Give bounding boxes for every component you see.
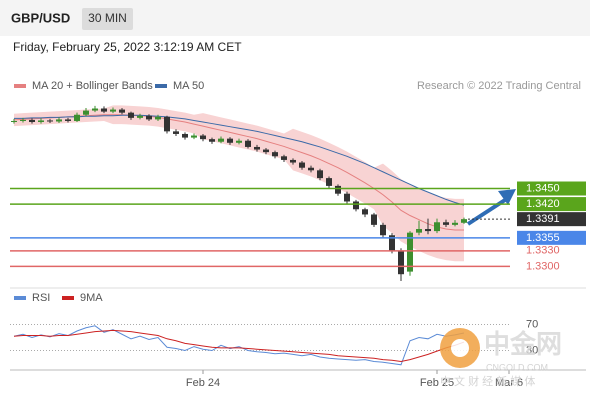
symbol: GBP/USD xyxy=(11,10,70,25)
candle-body xyxy=(317,170,323,179)
candle-body xyxy=(191,135,197,138)
candle-body xyxy=(173,131,179,134)
legend-label: 9MA xyxy=(80,292,103,304)
watermark: 中金网 CNGOLD.COM 中 文 财 经 新 媒 体 xyxy=(440,328,562,388)
candle-body xyxy=(335,185,341,194)
watermark-name: 中金网 xyxy=(484,329,562,359)
candle-body xyxy=(407,232,413,272)
source-credit: Research © 2022 Trading Central xyxy=(417,80,581,92)
candle-body xyxy=(254,146,260,150)
legend-swatch xyxy=(62,296,74,300)
x-tick-label: Feb 25 xyxy=(420,377,454,389)
level-label: 1.3420 xyxy=(526,198,560,210)
interval-button[interactable] xyxy=(82,8,133,30)
candle-body xyxy=(371,214,377,225)
legend-label: MA 50 xyxy=(173,80,204,92)
legend-swatch xyxy=(155,84,167,88)
candle-body xyxy=(389,235,395,251)
candle-body xyxy=(155,116,161,120)
forecast-arrowhead xyxy=(498,189,516,205)
candle-body xyxy=(137,115,143,118)
candle-body xyxy=(281,156,287,160)
level-label-box xyxy=(517,230,586,245)
candle-body xyxy=(362,209,368,215)
candle-body xyxy=(101,108,107,112)
candle-body xyxy=(29,119,35,123)
candle-body xyxy=(92,108,98,111)
legend-swatch xyxy=(14,296,26,300)
candle-body xyxy=(299,162,305,168)
watermark-url: CNGOLD.COM xyxy=(486,362,548,372)
level-label-box xyxy=(517,212,586,227)
candle-body xyxy=(236,140,242,143)
candle-body xyxy=(344,193,350,202)
candle-body xyxy=(416,229,422,233)
candle-body xyxy=(434,222,440,232)
candle-body xyxy=(74,114,80,121)
candle-body xyxy=(209,139,215,142)
x-tick-label: Mar 6 xyxy=(495,377,523,389)
level-label: 1.3300 xyxy=(526,260,560,272)
candle-body xyxy=(326,178,332,186)
legend-label: RSI xyxy=(32,292,50,304)
candle-body xyxy=(20,119,26,121)
moving-average xyxy=(14,114,465,206)
candle-body xyxy=(227,138,233,143)
x-tick-label: Feb 24 xyxy=(186,377,220,389)
indicator-line xyxy=(13,329,465,363)
candle-body xyxy=(452,222,458,225)
interval[interactable]: 30 MIN xyxy=(88,11,127,25)
forecast-arrow xyxy=(466,196,510,226)
candle-body xyxy=(425,229,431,232)
candle-body xyxy=(65,119,71,121)
candle-body xyxy=(443,222,449,225)
candle-body xyxy=(110,109,116,112)
candle-body xyxy=(263,149,269,153)
legend-swatch xyxy=(14,84,26,88)
indicator-line xyxy=(13,325,465,366)
candle-body xyxy=(218,138,224,142)
candle-body xyxy=(146,115,152,120)
level-label: 1.3450 xyxy=(526,182,560,194)
candle-body xyxy=(47,120,53,122)
level-label-box xyxy=(517,181,586,196)
watermark-logo-inner xyxy=(451,339,469,357)
candle-body xyxy=(119,109,125,113)
legend-label: MA 20 + Bollinger Bands xyxy=(32,80,153,92)
candle-body xyxy=(11,120,17,123)
candle-body xyxy=(56,119,62,122)
candle-body xyxy=(308,167,314,171)
candle-body xyxy=(128,112,134,118)
candle-body xyxy=(38,120,44,123)
moving-average xyxy=(13,114,464,231)
candle-body xyxy=(164,116,170,132)
y-tick-label: 70 xyxy=(526,318,538,330)
level-label: 1.3355 xyxy=(526,232,560,244)
candle-body xyxy=(272,152,278,157)
candle-body xyxy=(200,135,206,140)
level-label-box xyxy=(517,197,586,212)
candle-body xyxy=(461,219,467,223)
candle-body xyxy=(290,159,296,163)
candle-body xyxy=(353,201,359,210)
timestamp: Friday, February 25, 2022 3:12:19 AM CET xyxy=(13,40,242,54)
level-label: 1.3330 xyxy=(526,245,560,257)
watermark-tagline: 中 文 财 经 新 媒 体 xyxy=(440,374,535,388)
candle-body xyxy=(245,140,251,147)
candle-body xyxy=(83,110,89,115)
candle-body xyxy=(380,224,386,236)
candle-body xyxy=(398,250,404,275)
candle-body xyxy=(182,133,188,138)
level-label: 1.3391 xyxy=(526,213,560,225)
y-tick-label: 30 xyxy=(526,344,538,356)
